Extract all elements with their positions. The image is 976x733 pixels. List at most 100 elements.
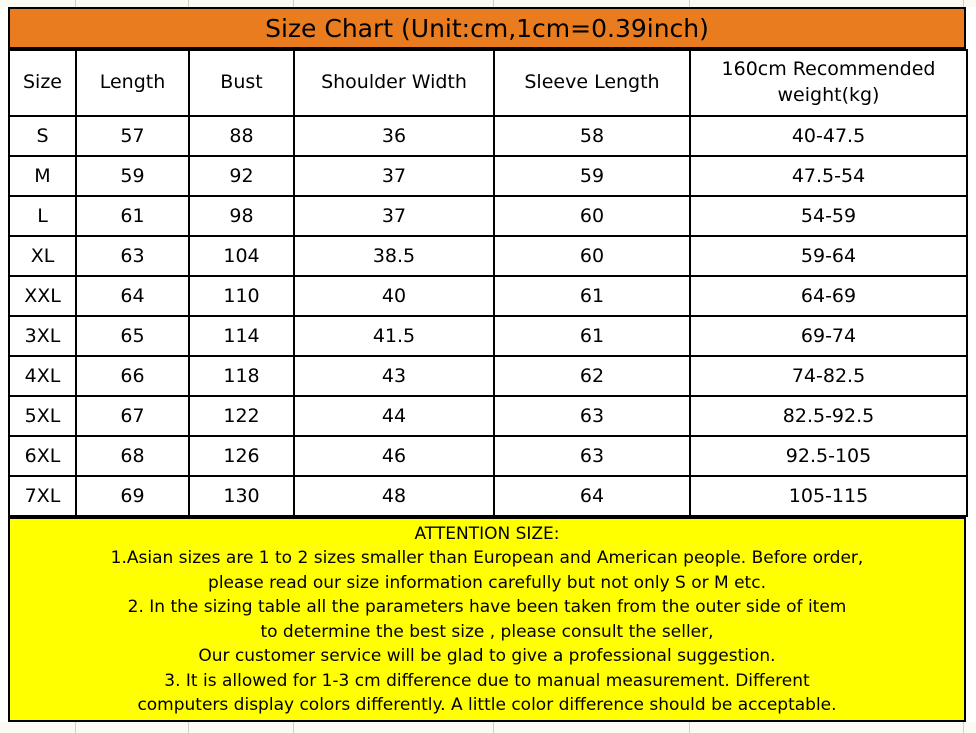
measurement-cell: 37 bbox=[293, 155, 495, 197]
size-chart-title: Size Chart (Unit:cm,1cm=0.39inch) bbox=[265, 13, 709, 43]
size-label-cell: 5XL bbox=[8, 395, 77, 437]
column-header-sleeve: Sleeve Length bbox=[493, 49, 691, 117]
measurement-cell: 118 bbox=[188, 355, 295, 397]
spreadsheet-gridline-strip-bottom bbox=[0, 722, 976, 733]
measurement-cell: 69-74 bbox=[689, 315, 968, 357]
measurement-cell: 48 bbox=[293, 475, 495, 517]
measurement-cell: 44 bbox=[293, 395, 495, 437]
attention-notice-box: ATTENTION SIZE: 1.Asian sizes are 1 to 2 … bbox=[8, 517, 966, 722]
measurement-cell: 68 bbox=[75, 435, 190, 477]
measurement-cell: 130 bbox=[188, 475, 295, 517]
measurement-cell: 74-82.5 bbox=[689, 355, 968, 397]
column-header-160cm: 160cm Recommended weight(kg) bbox=[689, 49, 968, 117]
measurement-cell: 88 bbox=[188, 115, 295, 157]
measurement-cell: 92.5-105 bbox=[689, 435, 968, 477]
spreadsheet-gridline bbox=[689, 722, 690, 733]
measurement-cell: 37 bbox=[293, 195, 495, 237]
measurement-cell: 67 bbox=[75, 395, 190, 437]
attention-line: Our customer service will be glad to giv… bbox=[198, 646, 776, 666]
attention-line: 3. It is allowed for 1-3 cm difference d… bbox=[164, 670, 810, 691]
attention-heading: ATTENTION SIZE: bbox=[414, 523, 560, 544]
spreadsheet-gridline bbox=[963, 722, 964, 733]
table-row-5xl: 5XL 67 122 44 63 82.5-92.5 bbox=[8, 395, 968, 437]
attention-line: computers display colors differently. A … bbox=[137, 695, 837, 715]
size-chart-sheet: Size Chart (Unit:cm,1cm=0.39inch) Size Le… bbox=[8, 7, 968, 722]
measurement-cell: 114 bbox=[188, 315, 295, 357]
spreadsheet-gridline-strip-top bbox=[0, 0, 976, 7]
measurement-cell: 98 bbox=[188, 195, 295, 237]
measurement-cell: 64 bbox=[493, 475, 691, 517]
size-label-cell: 6XL bbox=[8, 435, 77, 477]
table-row-l: L 61 98 37 60 54-59 bbox=[8, 195, 968, 237]
measurement-cell: 58 bbox=[493, 115, 691, 157]
attention-line: 1.Asian sizes are 1 to 2 sizes smaller t… bbox=[110, 548, 864, 568]
size-label-cell: 3XL bbox=[8, 315, 77, 357]
measurement-cell: 60 bbox=[493, 235, 691, 277]
measurement-cell: 92 bbox=[188, 155, 295, 197]
measurement-cell: 105-115 bbox=[689, 475, 968, 517]
table-row-xxl: XXL 64 110 40 61 64-69 bbox=[8, 275, 968, 317]
measurement-cell: 54-59 bbox=[689, 195, 968, 237]
size-table-header-row: Size Length Bust Shoulder Width Sleeve Lengt… bbox=[8, 49, 968, 117]
measurement-cell: 66 bbox=[75, 355, 190, 397]
measurement-cell: 61 bbox=[493, 275, 691, 317]
size-chart-title-bar: Size Chart (Unit:cm,1cm=0.39inch) bbox=[8, 7, 966, 49]
size-table: Size Length Bust Shoulder Width Sleeve Lengt… bbox=[8, 49, 968, 517]
spreadsheet-gridline bbox=[963, 0, 964, 7]
measurement-cell: 122 bbox=[188, 395, 295, 437]
measurement-cell: 60 bbox=[493, 195, 691, 237]
measurement-cell: 61 bbox=[75, 195, 190, 237]
spreadsheet-gridline bbox=[188, 722, 189, 733]
measurement-cell: 57 bbox=[75, 115, 190, 157]
spreadsheet-gridline bbox=[689, 0, 690, 7]
measurement-cell: 36 bbox=[293, 115, 495, 157]
measurement-cell: 47.5-54 bbox=[689, 155, 968, 197]
table-row-4xl: 4XL 66 118 43 62 74-82.5 bbox=[8, 355, 968, 397]
measurement-cell: 59 bbox=[75, 155, 190, 197]
measurement-cell: 63 bbox=[493, 395, 691, 437]
measurement-cell: 59 bbox=[493, 155, 691, 197]
measurement-cell: 40-47.5 bbox=[689, 115, 968, 157]
measurement-cell: 69 bbox=[75, 475, 190, 517]
size-label-cell: XXL bbox=[8, 275, 77, 317]
measurement-cell: 65 bbox=[75, 315, 190, 357]
table-row-xl: XL 63 104 38.5 60 59-64 bbox=[8, 235, 968, 277]
spreadsheet-gridline bbox=[188, 0, 189, 7]
column-header-size: Size bbox=[8, 49, 77, 117]
measurement-cell: 63 bbox=[75, 235, 190, 277]
table-row-7xl: 7XL 69 130 48 64 105-115 bbox=[8, 475, 968, 517]
measurement-cell: 38.5 bbox=[293, 235, 495, 277]
measurement-cell: 110 bbox=[188, 275, 295, 317]
spreadsheet-gridline bbox=[493, 722, 494, 733]
attention-line: to determine the best size , please cons… bbox=[260, 621, 714, 642]
column-header-shoulder: Shoulder Width bbox=[293, 49, 495, 117]
size-label-cell: XL bbox=[8, 235, 77, 277]
size-label-cell: M bbox=[8, 155, 77, 197]
spreadsheet-gridline bbox=[75, 0, 76, 7]
size-table-body: S 57 88 36 58 40-47.5 M 59 92 37 59 47.5-54 L 61 98 37 6… bbox=[8, 115, 968, 517]
measurement-cell: 126 bbox=[188, 435, 295, 477]
spreadsheet-gridline bbox=[293, 722, 294, 733]
table-row-3xl: 3XL 65 114 41.5 61 69-74 bbox=[8, 315, 968, 357]
measurement-cell: 40 bbox=[293, 275, 495, 317]
size-label-cell: L bbox=[8, 195, 77, 237]
measurement-cell: 46 bbox=[293, 435, 495, 477]
spreadsheet-gridline bbox=[293, 0, 294, 7]
measurement-cell: 64-69 bbox=[689, 275, 968, 317]
measurement-cell: 41.5 bbox=[293, 315, 495, 357]
measurement-cell: 61 bbox=[493, 315, 691, 357]
attention-line: 2. In the sizing table all the parameter… bbox=[127, 597, 847, 617]
measurement-cell: 62 bbox=[493, 355, 691, 397]
spreadsheet-gridline bbox=[493, 0, 494, 7]
measurement-cell: 82.5-92.5 bbox=[689, 395, 968, 437]
column-header-length: Length bbox=[75, 49, 190, 117]
column-header-bust: Bust bbox=[188, 49, 295, 117]
measurement-cell: 43 bbox=[293, 355, 495, 397]
table-row-6xl: 6XL 68 126 46 63 92.5-105 bbox=[8, 435, 968, 477]
measurement-cell: 63 bbox=[493, 435, 691, 477]
size-label-cell: 7XL bbox=[8, 475, 77, 517]
measurement-cell: 104 bbox=[188, 235, 295, 277]
attention-line: please read our size information careful… bbox=[208, 572, 766, 593]
table-row-m: M 59 92 37 59 47.5-54 bbox=[8, 155, 968, 197]
